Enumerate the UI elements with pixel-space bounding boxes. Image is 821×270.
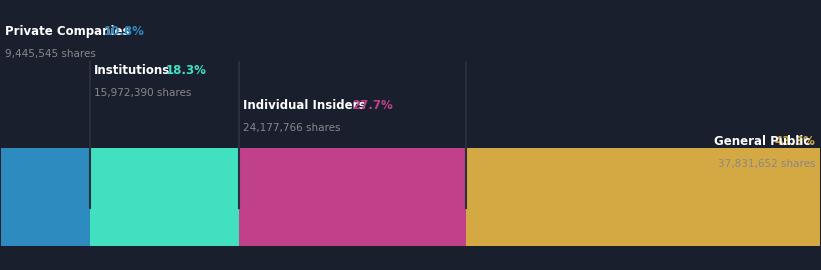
Text: 43.3%: 43.3% [775,135,815,148]
Text: 37,831,652 shares: 37,831,652 shares [718,159,815,169]
Text: 10.8%: 10.8% [104,25,145,38]
Text: Private Companies: Private Companies [6,25,130,38]
Text: 15,972,390 shares: 15,972,390 shares [94,88,191,98]
Text: General Public: General Public [714,135,814,148]
Text: 24,177,766 shares: 24,177,766 shares [243,123,341,133]
Bar [2,148,89,246]
Text: Institutions: Institutions [94,64,170,77]
Bar [89,148,239,246]
Text: 9,445,545 shares: 9,445,545 shares [6,49,96,59]
Text: 27.7%: 27.7% [352,99,393,112]
Bar [239,148,466,246]
Text: 18.3%: 18.3% [166,64,207,77]
Bar [466,148,819,246]
Text: Individual Insiders: Individual Insiders [243,99,366,112]
